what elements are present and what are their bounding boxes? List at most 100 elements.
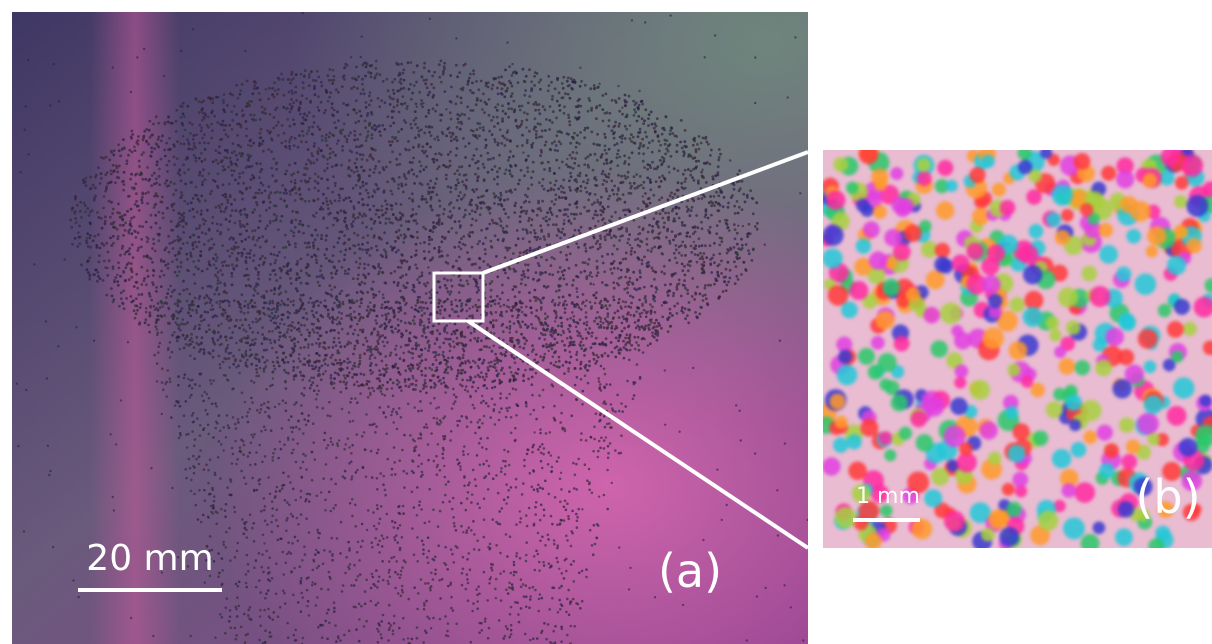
particle [564,197,567,200]
particle [556,341,559,344]
particle [273,81,276,84]
particle [497,122,500,125]
particle [214,253,217,256]
particle [182,231,185,234]
particle [344,249,347,252]
particle [340,209,343,212]
particle [480,229,483,232]
particle [223,93,226,96]
particle [589,271,592,274]
particle [215,159,218,162]
particle [426,143,429,146]
particle [616,142,619,145]
particle [250,178,253,181]
particle [333,217,336,220]
particle [727,206,730,209]
particle [170,220,173,223]
particle [271,269,274,272]
particle [402,72,405,75]
particle [573,162,576,165]
particle [295,309,298,312]
particle [320,149,323,152]
particle [655,125,658,128]
particle [331,165,334,168]
particle [453,138,456,141]
particle [202,218,205,221]
particle [332,69,335,72]
particle [621,113,624,116]
particle [624,101,627,104]
particle [408,266,411,269]
particle [113,169,116,172]
particle [479,127,482,130]
particle [652,294,655,297]
particle [491,219,494,222]
particle [268,330,271,333]
particle [370,111,373,114]
particle [686,314,689,317]
particle [202,168,205,171]
particle [511,315,514,318]
particle [197,259,200,262]
particle [659,159,662,162]
particle [423,132,426,135]
particle [393,106,396,109]
particle [549,181,552,184]
particle [149,314,152,317]
particle [462,137,465,140]
particle [158,175,161,178]
particle [333,75,336,78]
particle [290,79,293,82]
particle [702,194,705,197]
particle [370,99,373,102]
particle [476,179,479,182]
particle [613,235,616,238]
particle [430,301,433,304]
particle [267,185,270,188]
particle [420,370,423,373]
particle [82,179,85,182]
particle [717,159,720,162]
particle [183,143,186,146]
particle [497,302,500,305]
particle [255,282,258,285]
particle [523,94,526,97]
particle [427,326,430,329]
particle [559,277,562,280]
particle [458,256,461,259]
particle [509,150,512,153]
particle [417,344,420,347]
particle [135,236,138,239]
particle [601,255,604,258]
particle [249,113,252,116]
particle [657,226,660,229]
particle [282,302,285,305]
particle [592,143,595,146]
particle [359,257,362,260]
particle [342,199,345,202]
particle [111,295,114,298]
particle [642,152,645,155]
particle [157,122,160,125]
particle [254,267,257,270]
particle [283,94,286,97]
particle [285,170,288,173]
particle [741,244,744,247]
particle [396,284,399,287]
particle [684,169,687,172]
particle [568,179,571,182]
particle [667,212,670,215]
particle [204,112,207,115]
particle [513,322,516,325]
particle [304,338,307,341]
particle [425,292,428,295]
particle [259,246,262,249]
particle [277,88,280,91]
particle [112,242,115,245]
particle [401,262,404,265]
particle [468,315,471,318]
particle [556,100,559,103]
particle [686,210,689,213]
particle [412,71,415,74]
particle [628,95,631,98]
